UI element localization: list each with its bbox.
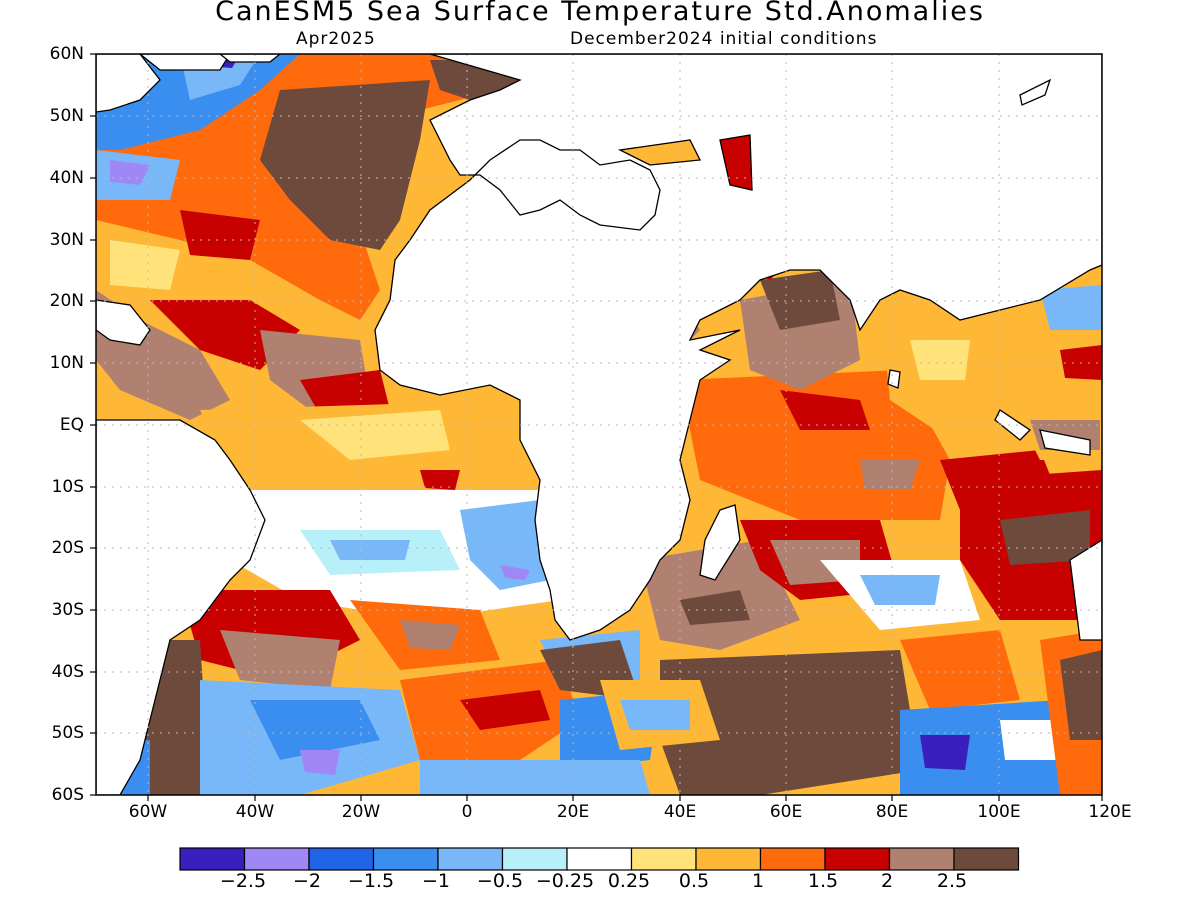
forecast-month: Apr2025: [296, 29, 376, 49]
lat-label: 20N: [49, 291, 84, 311]
colorbar-swatch: [243, 847, 310, 871]
colorbar-swatch: [888, 847, 955, 871]
map-title: CanESM5 Sea Surface Temperature Std.Anom…: [215, 0, 985, 27]
lon-label: 80E: [875, 802, 909, 822]
lon-label: 20W: [341, 802, 381, 822]
lat-label: 40S: [51, 662, 84, 682]
colorbar-label: 0.5: [678, 870, 710, 892]
colorbar-label: −1: [421, 870, 450, 892]
lon-label: 60E: [769, 802, 803, 822]
lat-label: 40N: [49, 168, 84, 188]
colorbar-swatch: [372, 847, 439, 871]
lat-label: 20S: [51, 538, 84, 558]
colorbar-swatch: [824, 847, 891, 871]
colorbar-swatch: [695, 847, 762, 871]
graticule: [96, 54, 1102, 795]
axis-ticks: [90, 53, 1103, 801]
lon-label: 100E: [977, 802, 1021, 822]
lat-label: 50N: [49, 106, 84, 126]
colorbar-label: −1.5: [347, 870, 395, 892]
lon-label: 0: [461, 802, 473, 822]
lon-label: 40W: [235, 802, 275, 822]
lat-label: 30S: [51, 600, 84, 620]
colorbar-label: −0.25: [535, 870, 595, 892]
colorbar-swatch: [437, 847, 504, 871]
colorbar-swatch: [566, 847, 633, 871]
lat-label: EQ: [59, 415, 84, 435]
colorbar: [179, 847, 1020, 871]
colorbar-label: −2.5: [219, 870, 267, 892]
colorbar-label: −0.5: [476, 870, 524, 892]
lat-label: 60N: [49, 44, 84, 64]
lon-label: 60W: [128, 802, 168, 822]
anomaly-field: [96, 54, 1102, 795]
colorbar-swatch: [630, 847, 697, 871]
colorbar-swatch: [308, 847, 375, 871]
colorbar-label: −2: [292, 870, 321, 892]
colorbar-label: 1.5: [807, 870, 839, 892]
colorbar-swatch: [759, 847, 826, 871]
lat-label: 10S: [51, 477, 84, 497]
colorbar-swatch: [953, 847, 1020, 871]
lat-label: 10N: [49, 353, 84, 373]
lat-label: 60S: [51, 785, 84, 805]
lon-label: 120E: [1088, 802, 1132, 822]
colorbar-swatch: [179, 847, 246, 871]
lat-label: 50S: [51, 723, 84, 743]
lon-label: 40E: [663, 802, 697, 822]
lon-label: 20E: [556, 802, 590, 822]
colorbar-label: 2.5: [936, 870, 968, 892]
colorbar-label: 1: [751, 870, 765, 892]
colorbar-label: 2: [880, 870, 894, 892]
initial-conditions: December2024 initial conditions: [570, 29, 878, 49]
colorbar-label: 0.25: [607, 870, 651, 892]
lat-label: 30N: [49, 230, 84, 250]
colorbar-swatch: [501, 847, 568, 871]
